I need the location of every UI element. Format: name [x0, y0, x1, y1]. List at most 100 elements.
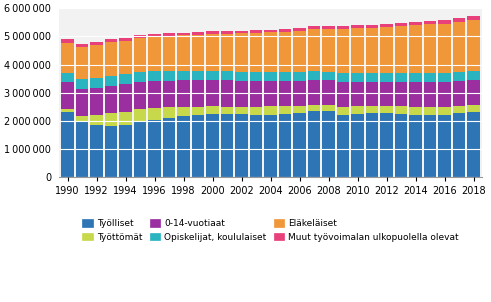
Bar	[337, 82, 349, 107]
Bar	[424, 21, 436, 24]
Bar	[424, 82, 436, 107]
Bar	[177, 107, 190, 116]
Bar	[61, 82, 74, 109]
Bar	[163, 107, 175, 118]
Bar	[221, 34, 233, 71]
Bar	[119, 40, 132, 74]
Bar	[453, 72, 465, 81]
Bar	[395, 23, 407, 26]
Bar	[323, 26, 335, 29]
Bar	[163, 81, 175, 107]
Bar	[308, 105, 320, 111]
Bar	[134, 109, 146, 121]
Bar	[279, 72, 291, 81]
Bar	[250, 72, 262, 81]
Bar	[337, 26, 349, 29]
Bar	[177, 80, 190, 107]
Bar	[235, 31, 248, 33]
Bar	[438, 82, 451, 107]
Bar	[134, 38, 146, 72]
Bar	[294, 106, 306, 113]
Bar	[163, 34, 175, 36]
Bar	[323, 72, 335, 80]
Bar	[395, 106, 407, 114]
Bar	[235, 107, 248, 114]
Bar	[467, 80, 480, 105]
Bar	[134, 82, 146, 109]
Bar	[453, 22, 465, 72]
Bar	[294, 81, 306, 106]
Bar	[119, 125, 132, 177]
Bar	[265, 30, 277, 32]
Bar	[76, 89, 88, 116]
Bar	[352, 106, 364, 114]
Bar	[381, 106, 393, 114]
Bar	[90, 125, 103, 177]
Bar	[381, 114, 393, 177]
Bar	[467, 20, 480, 71]
Bar	[105, 113, 117, 126]
Bar	[381, 24, 393, 27]
Legend: Työlliset, Työttömät, 0-14-vuotiaat, Opiskelijat, koululaiset, Eläkeläiset, Muut: Työlliset, Työttömät, 0-14-vuotiaat, Opi…	[82, 219, 459, 242]
Bar	[395, 114, 407, 177]
Bar	[294, 72, 306, 81]
Bar	[308, 29, 320, 71]
Bar	[148, 120, 161, 177]
Bar	[192, 80, 204, 107]
Bar	[134, 72, 146, 82]
Bar	[265, 81, 277, 106]
Bar	[76, 122, 88, 177]
Bar	[265, 32, 277, 72]
Bar	[235, 33, 248, 72]
Bar	[192, 107, 204, 115]
Bar	[177, 33, 190, 35]
Bar	[61, 112, 74, 177]
Bar	[424, 107, 436, 115]
Bar	[323, 111, 335, 177]
Bar	[250, 33, 262, 72]
Bar	[221, 81, 233, 107]
Bar	[221, 114, 233, 177]
Bar	[206, 106, 218, 114]
Bar	[265, 114, 277, 177]
Bar	[221, 71, 233, 81]
Bar	[105, 40, 117, 42]
Bar	[148, 34, 161, 37]
Bar	[467, 105, 480, 112]
Bar	[424, 115, 436, 177]
Bar	[395, 26, 407, 73]
Bar	[294, 31, 306, 72]
Bar	[206, 71, 218, 80]
Bar	[279, 114, 291, 177]
Bar	[250, 107, 262, 115]
Bar	[352, 73, 364, 82]
Bar	[61, 109, 74, 112]
Bar	[308, 80, 320, 105]
Bar	[148, 37, 161, 72]
Bar	[438, 73, 451, 82]
Bar	[221, 107, 233, 114]
Bar	[438, 20, 451, 24]
Bar	[76, 47, 88, 79]
Bar	[206, 31, 218, 34]
Bar	[366, 106, 378, 114]
Bar	[409, 107, 422, 114]
Bar	[76, 116, 88, 122]
Bar	[409, 25, 422, 73]
Bar	[409, 82, 422, 107]
Bar	[279, 29, 291, 32]
Bar	[90, 78, 103, 88]
Bar	[119, 74, 132, 85]
Bar	[148, 81, 161, 108]
Bar	[163, 71, 175, 81]
Bar	[177, 116, 190, 177]
Bar	[105, 86, 117, 113]
Bar	[134, 121, 146, 177]
Bar	[206, 34, 218, 71]
Bar	[265, 72, 277, 81]
Bar	[76, 79, 88, 89]
Bar	[352, 114, 364, 177]
Bar	[294, 113, 306, 177]
Bar	[438, 107, 451, 115]
Bar	[250, 115, 262, 177]
